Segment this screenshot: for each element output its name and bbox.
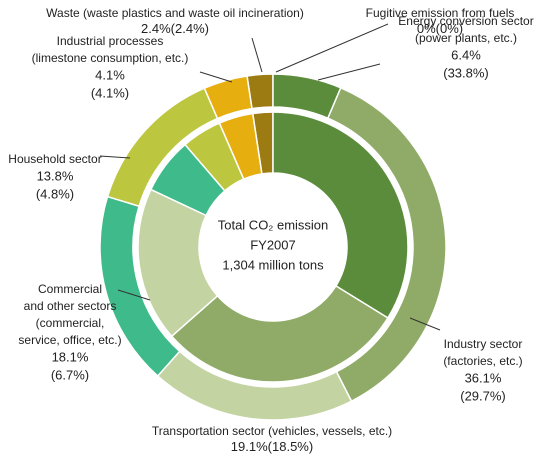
donut-segment	[326, 86, 447, 403]
value-label: 6.4%	[451, 47, 481, 62]
donut-segment	[218, 112, 263, 181]
value-label: (33.8%)	[443, 65, 489, 80]
leader-line	[117, 289, 151, 301]
category-label: Energy conversion sector	[398, 14, 533, 28]
category-label: Fugitive emission from fuels	[366, 6, 515, 20]
value-label: 0%	[417, 21, 436, 36]
category-label: Household sector	[8, 152, 101, 166]
category-label: Industrial processes	[57, 34, 164, 48]
donut-segment	[156, 350, 353, 421]
donut-segment	[137, 188, 219, 338]
leader-line	[317, 63, 381, 81]
value-label: (2.4%)	[171, 21, 209, 36]
value-label: (18.5%)	[268, 439, 314, 454]
chart-title: Total CO₂ emission	[218, 217, 329, 232]
value-label: (4.8%)	[36, 186, 74, 201]
donut-segment	[99, 195, 181, 378]
category-label: Commercial	[38, 282, 102, 296]
category-label: (power plants, etc.)	[415, 31, 517, 45]
leader-line	[409, 317, 441, 331]
value-label: 4.1%	[95, 67, 125, 82]
category-label: service, office, etc.)	[18, 333, 121, 347]
category-label: Industry sector	[444, 337, 523, 351]
value-labels: 19.1%(18.5%)	[231, 439, 313, 454]
labels: Energy conversion sector (power plants, e…	[8, 6, 533, 454]
donut-segment	[106, 87, 219, 208]
value-label: 13.8%	[37, 168, 74, 183]
value-labels: 0%(0%)	[417, 21, 463, 36]
value-label: (6.7%)	[51, 367, 89, 382]
category-label: (factories, etc.)	[443, 354, 522, 368]
category-label: (limestone consumption, etc.)	[32, 51, 189, 65]
donut-segment	[203, 75, 253, 120]
leader-line	[275, 23, 389, 73]
category-label: Transportation sector (vehicles, vessels…	[152, 424, 392, 438]
donut-segment	[272, 73, 342, 120]
value-label: (0%)	[436, 21, 463, 36]
leader-line	[199, 71, 233, 83]
value-label: 18.1%	[52, 349, 89, 364]
total-annotation: 1,304 million tons	[222, 257, 324, 272]
value-label: 2.4%	[141, 21, 171, 36]
donut-segment	[170, 284, 389, 383]
category-label: Waste (waste plastics and waste oil inci…	[46, 6, 304, 20]
leader-line	[251, 37, 263, 73]
value-label: (4.1%)	[91, 85, 129, 100]
value-label: 19.1%	[231, 439, 268, 454]
leader-line	[99, 155, 131, 159]
value-label: 36.1%	[465, 370, 502, 385]
chart-subtitle: FY2007	[250, 237, 296, 252]
value-label: (29.7%)	[460, 388, 506, 403]
category-label: (commercial,	[36, 316, 105, 330]
donut-segment	[183, 122, 245, 192]
value-labels: 2.4%(2.4%)	[141, 21, 209, 36]
donut-segment	[272, 111, 409, 319]
category-label: and other sectors	[24, 299, 117, 313]
